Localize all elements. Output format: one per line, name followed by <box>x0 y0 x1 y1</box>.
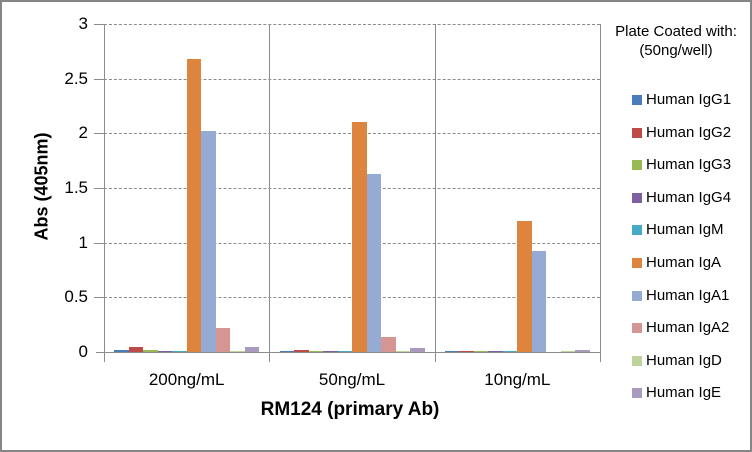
y-tick-mark <box>96 78 104 80</box>
category-separator <box>269 24 271 362</box>
y-tick-mark <box>96 297 104 299</box>
y-tick-label: 0 <box>78 342 88 361</box>
bar-human-iga2 <box>215 327 231 352</box>
legend-label: Human IgA2 <box>646 319 730 337</box>
legend-item: Human IgA2 <box>632 319 729 336</box>
gridline <box>94 133 600 135</box>
bar-human-igg2 <box>459 350 474 352</box>
bar-human-ige <box>575 349 590 352</box>
bar-human-igm <box>172 350 187 352</box>
bar-human-igg3 <box>473 350 489 352</box>
gridline <box>94 24 600 25</box>
bar-human-igg3 <box>143 349 158 352</box>
category-separator <box>434 24 436 362</box>
y-tick-label: 2 <box>78 123 88 143</box>
bar-human-igg3 <box>308 350 323 352</box>
bar-human-igd <box>395 350 410 352</box>
legend-item: Human IgA1 <box>632 287 729 304</box>
bar-human-ige <box>410 347 425 352</box>
bar-human-igg4 <box>488 350 503 352</box>
legend-item: Human IgM <box>632 221 724 238</box>
bar-human-iga <box>352 122 367 352</box>
x-category-label: 50ng/mL <box>318 370 386 389</box>
legend-swatch <box>632 95 642 105</box>
y-tick-mark <box>96 352 104 353</box>
bar-human-igg2 <box>128 346 144 352</box>
legend-swatch <box>632 160 642 171</box>
legend-item: Human IgG4 <box>632 189 731 206</box>
bar-human-igg1 <box>444 350 460 352</box>
legend-item: Human IgG1 <box>632 91 731 108</box>
legend-swatch <box>632 225 642 236</box>
bar-human-iga1 <box>366 173 381 352</box>
bar-human-iga2 <box>381 336 396 352</box>
legend-label: Human IgG2 <box>646 123 732 141</box>
y-tick-mark <box>96 188 104 189</box>
y-tick-label: 1.5 <box>64 178 88 197</box>
bar-human-igg2 <box>294 349 309 352</box>
gridline <box>94 78 600 80</box>
x-category-label: 10ng/mL <box>484 370 551 389</box>
y-tick-label: 0.5 <box>64 287 88 307</box>
bar-human-igd <box>560 350 576 352</box>
legend-swatch <box>632 192 642 203</box>
legend-label: Human IgE <box>646 384 722 402</box>
y-tick-label: 2.5 <box>64 68 88 88</box>
bar-human-igm <box>337 350 352 352</box>
legend-swatch <box>632 388 642 399</box>
legend-swatch <box>632 258 642 268</box>
legend-label: Human IgG4 <box>646 188 732 206</box>
y-axis-line <box>104 24 105 362</box>
y-tick-mark <box>96 133 104 135</box>
bar-human-iga <box>186 58 202 352</box>
x-category-label: 200ng/mL <box>148 370 225 389</box>
gridline <box>94 297 600 299</box>
bar-human-igd <box>230 350 245 352</box>
legend-label: Human IgG1 <box>646 91 732 108</box>
legend-item: Human IgD <box>632 352 722 369</box>
y-tick-label: 1 <box>78 232 88 252</box>
legend-item: Human IgG2 <box>632 124 731 141</box>
category-separator <box>600 24 601 362</box>
x-axis-line <box>104 352 600 353</box>
legend-label: Human IgA1 <box>646 286 730 304</box>
legend-title-line1: Plate Coated with: <box>615 23 737 40</box>
legend-label: Human IgM <box>646 221 724 239</box>
bar-human-igg4 <box>323 350 338 352</box>
bar-human-igg1 <box>114 349 129 352</box>
legend-swatch <box>632 355 642 366</box>
y-tick-mark <box>96 242 104 244</box>
bar-human-igg4 <box>157 350 173 352</box>
y-tick-label: 3 <box>78 14 88 33</box>
x-axis-title: RM124 (primary Ab) <box>260 399 440 420</box>
legend-label: Human IgG3 <box>646 156 732 174</box>
bar-human-igg1 <box>279 350 294 352</box>
bar-human-iga <box>517 220 532 352</box>
gridline <box>94 242 600 244</box>
bar-human-igm <box>502 350 518 352</box>
legend-item: Human IgG3 <box>632 156 731 173</box>
bar-human-iga1 <box>531 251 547 352</box>
gridline <box>94 188 600 189</box>
legend-title: Plate Coated with: (50ng/well) <box>604 22 748 60</box>
legend-item: Human IgA <box>632 254 721 271</box>
legend-swatch <box>632 127 642 138</box>
y-tick-mark <box>96 24 104 25</box>
bar-human-ige <box>244 346 260 352</box>
legend: Plate Coated with: (50ng/well) <box>604 22 748 60</box>
legend-swatch <box>632 290 642 301</box>
legend-item: Human IgE <box>632 384 721 401</box>
bar-human-iga1 <box>201 131 216 352</box>
legend-label: Human IgD <box>646 351 722 369</box>
legend-label: Human IgA <box>646 254 722 271</box>
legend-title-line2: (50ng/well) <box>639 42 713 59</box>
legend-swatch <box>632 323 642 334</box>
